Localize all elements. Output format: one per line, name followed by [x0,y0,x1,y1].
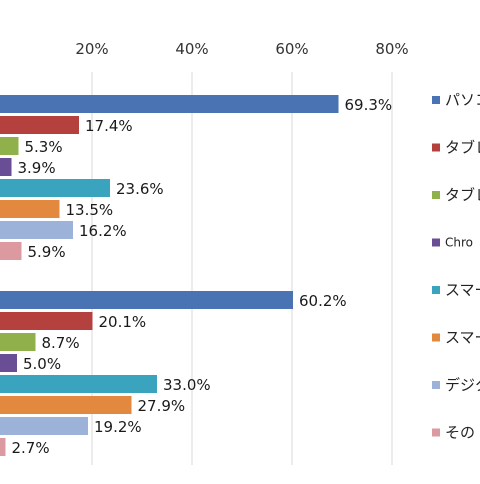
bar-2-4 [0,354,17,372]
bar-1-3 [0,137,19,155]
bar-1-2 [0,116,79,134]
legend-label-4: Chro [445,236,473,250]
bar-value-label: 8.7% [42,334,80,352]
legend-label-3: タブレ [445,186,480,204]
bar-2-2 [0,312,93,330]
legend-label-5: スマー [445,281,480,299]
bar-1-7 [0,221,73,239]
legend-swatch-8 [432,428,440,437]
bar-2-7 [0,417,88,435]
bar-value-label: 3.9% [18,159,56,177]
bar-value-label: 27.9% [138,397,186,415]
bar-value-label: 20.1% [99,313,147,331]
bar-2-5 [0,375,157,393]
legend-label-7: デジタ [445,376,480,394]
bar-1-4 [0,158,12,176]
legend-label-1: パソコ [445,91,480,109]
bar-1-6 [0,200,60,218]
bar-value-label: 16.2% [79,222,127,240]
bar-value-label: 19.2% [94,418,142,436]
legend-label-8: その [445,424,475,442]
legend-swatch-1 [432,96,440,104]
x-tick-label: 20% [75,40,108,58]
legend-swatch-2 [432,143,440,152]
bar-2-8 [0,438,6,456]
bar-2-6 [0,396,132,414]
bar-value-label: 33.0% [163,376,211,394]
bar-value-label: 69.3% [345,96,393,114]
bar-1-8 [0,242,22,260]
bar-value-label: 2.7% [12,439,50,457]
bar-value-label: 60.2% [299,292,347,310]
bar-value-label: 23.6% [116,180,164,198]
legend-swatch-7 [432,381,440,389]
legend-label-2: タブレ [445,139,480,157]
x-tick-label: 40% [175,40,208,58]
bar-2-1 [0,291,293,309]
legend-swatch-3 [432,191,440,199]
bar-value-label: 5.0% [23,355,61,373]
legend-swatch-5 [432,286,440,294]
bar-1-5 [0,179,110,197]
bar-value-label: 5.3% [25,138,63,156]
x-tick-label: 80% [375,40,408,58]
bar-2-3 [0,333,36,351]
legend-swatch-4 [432,238,440,247]
bar-1-1 [0,95,339,113]
bar-value-label: 17.4% [85,117,133,135]
bar-value-label: 5.9% [28,243,66,261]
bar-value-label: 13.5% [66,201,114,219]
legend-swatch-6 [432,333,440,342]
legend-label-6: スマー [445,329,480,347]
x-tick-label: 60% [275,40,308,58]
